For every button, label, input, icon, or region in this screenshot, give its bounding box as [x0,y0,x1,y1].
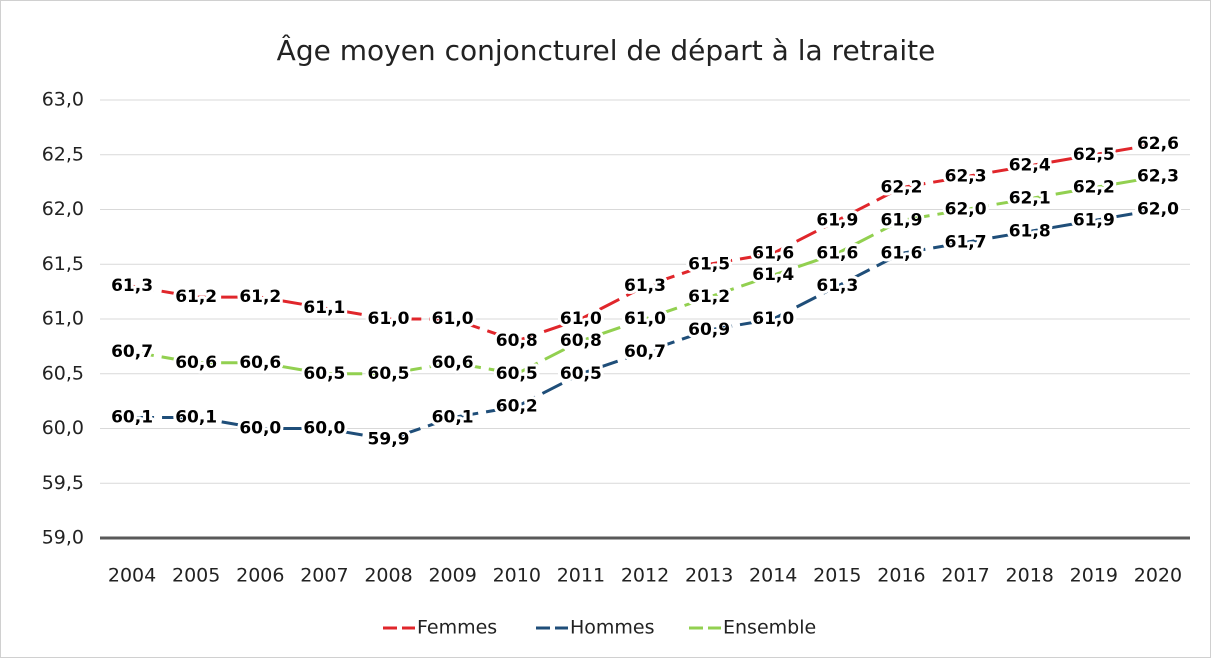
data-label: 61,2 [175,287,217,307]
data-label: 60,7 [624,342,666,362]
x-tick-label: 2016 [877,565,925,587]
y-tick-label: 59,0 [42,527,84,549]
data-label: 62,5 [1073,145,1115,165]
data-label: 61,5 [688,254,730,274]
data-label: 61,0 [432,309,474,329]
data-label: 61,7 [945,232,987,252]
data-label: 60,9 [688,320,730,340]
data-label: 61,0 [752,309,794,329]
data-label: 60,5 [368,364,410,384]
data-label: 61,3 [816,276,858,296]
data-label: 60,8 [560,331,602,351]
chart-title: Âge moyen conjoncturel de départ à la re… [277,33,936,67]
data-label: 61,6 [880,243,922,263]
data-label: 60,5 [560,364,602,384]
data-label: 61,3 [624,276,666,296]
x-tick-label: 2020 [1134,565,1182,587]
data-label: 61,6 [752,243,794,263]
x-tick-label: 2007 [300,565,348,587]
data-label: 60,1 [175,408,217,428]
data-label: 59,9 [368,429,410,449]
series-line [131,142,1159,343]
data-label: 62,0 [945,200,987,220]
data-label: 60,0 [303,419,345,439]
data-label: 61,2 [688,287,730,307]
data-label: 61,2 [239,287,281,307]
data-label: 61,3 [111,276,153,296]
data-label: 61,0 [624,309,666,329]
data-label: 62,3 [945,167,987,187]
data-label: 61,1 [303,298,345,318]
data-label: 62,1 [1009,189,1051,209]
data-label: 60,5 [303,364,345,384]
y-tick-label: 63,0 [42,89,84,111]
y-tick-label: 60,5 [42,362,84,384]
data-label: 62,4 [1009,156,1051,176]
y-tick-label: 59,5 [42,472,84,494]
data-label: 60,6 [432,353,474,373]
x-tick-label: 2011 [557,565,605,587]
data-label: 60,0 [239,419,281,439]
x-tick-label: 2019 [1070,565,1118,587]
x-tick-label: 2008 [364,565,412,587]
legend-label: Femmes [417,617,497,639]
data-label: 61,9 [1073,210,1115,230]
series-line [131,175,1159,376]
data-label: 61,9 [816,210,858,230]
x-tick-label: 2012 [621,565,669,587]
legend-label: Ensemble [723,617,816,639]
x-tick-label: 2009 [428,565,476,587]
y-tick-label: 61,0 [42,308,84,330]
y-tick-label: 62,5 [42,143,84,165]
x-tick-label: 2015 [813,565,861,587]
data-label: 61,9 [880,210,922,230]
data-label: 60,1 [111,408,153,428]
data-label: 60,2 [496,397,538,417]
data-label: 60,7 [111,342,153,362]
data-label: 60,6 [239,353,281,373]
data-label: 61,6 [816,243,858,263]
data-label: 60,6 [175,353,217,373]
x-tick-label: 2004 [108,565,156,587]
series-line [132,208,1159,441]
data-label: 61,0 [560,309,602,329]
x-tick-label: 2006 [236,565,284,587]
data-label: 61,0 [368,309,410,329]
legend-label: Hommes [570,617,655,639]
data-label: 60,8 [496,331,538,351]
data-label: 61,4 [752,265,794,285]
x-tick-label: 2014 [749,565,797,587]
data-label: 60,5 [496,364,538,384]
data-label: 60,1 [432,408,474,428]
x-tick-label: 2005 [172,565,220,587]
x-tick-label: 2010 [493,565,541,587]
data-label: 62,0 [1137,200,1179,220]
data-label: 61,8 [1009,221,1051,241]
x-tick-label: 2017 [941,565,989,587]
y-tick-label: 62,0 [42,198,84,220]
x-tick-label: 2013 [685,565,733,587]
data-label: 62,6 [1137,134,1179,154]
data-label: 62,2 [880,178,922,198]
x-tick-label: 2018 [1006,565,1054,587]
data-label: 62,2 [1073,178,1115,198]
y-tick-label: 60,0 [42,417,84,439]
y-tick-label: 61,5 [42,253,84,275]
data-label: 62,3 [1137,167,1179,187]
